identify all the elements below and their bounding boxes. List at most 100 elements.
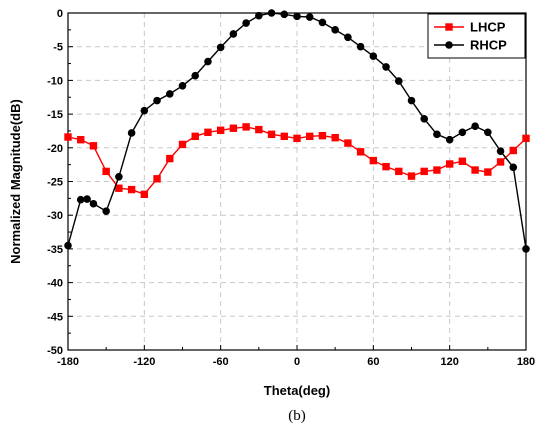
y-axis: 0 -5 -10 -15 -20 -25 -30 -35 -40 -45 -50 [47, 8, 73, 357]
y-tick-label: -20 [47, 143, 63, 155]
lhcp-point [153, 175, 161, 183]
y-tick-label: -40 [47, 278, 63, 290]
rhcp-point [280, 10, 289, 19]
legend: LHCP RHCP [427, 13, 526, 59]
y-tick-label: -45 [47, 311, 63, 323]
rhcp-point [102, 207, 110, 215]
lhcp-point [178, 140, 187, 149]
lhcp-point [318, 131, 327, 140]
rhcp-point [496, 147, 505, 155]
rhcp-point [255, 11, 263, 20]
rhcp-point [522, 245, 530, 253]
x-tick-label: -120 [133, 356, 155, 368]
rhcp-point [140, 106, 149, 115]
x-tick-label: 180 [517, 356, 535, 368]
y-tick-label: -15 [47, 109, 63, 121]
rhcp-point [445, 135, 454, 144]
rhcp-point [509, 163, 518, 172]
y-tick-label: -30 [47, 210, 63, 222]
x-tick-label: 0 [294, 356, 300, 368]
x-tick-label: 60 [367, 356, 379, 368]
rhcp-point [191, 71, 200, 80]
rhcp-point [242, 19, 250, 27]
lhcp-point [382, 162, 390, 171]
rhcp-point [394, 77, 403, 85]
rhcp-point [127, 129, 136, 137]
figure-caption: (b) [288, 408, 306, 424]
lhcp-point [420, 167, 428, 176]
legend-entry-lhcp: LHCP [434, 20, 506, 35]
rhcp-point [267, 9, 276, 17]
lhcp-point [496, 158, 505, 166]
rhcp-point [165, 90, 174, 98]
rhcp-point [420, 115, 429, 123]
x-tick-label: 120 [440, 356, 458, 368]
y-tick-label: -35 [47, 244, 63, 256]
legend-entry-rhcp: RHCP [434, 38, 507, 53]
lhcp-point [242, 123, 250, 131]
lhcp-point [267, 130, 276, 139]
lhcp-point [306, 132, 314, 141]
lhcp-point [471, 166, 479, 174]
legend-label: RHCP [470, 38, 507, 53]
rhcp-point [153, 96, 161, 105]
rhcp-point [356, 42, 365, 51]
series-layer [64, 9, 530, 253]
rhcp-point [178, 81, 187, 90]
x-tick-label: -60 [213, 356, 229, 368]
lhcp-point [484, 168, 492, 176]
lhcp-point [344, 139, 352, 147]
lhcp-point [356, 148, 365, 156]
x-tick-label: -180 [57, 356, 79, 368]
legend-swatch-marker [445, 23, 453, 31]
legend-swatch-marker [445, 41, 453, 49]
legend-box [427, 13, 526, 59]
rhcp-point [83, 195, 91, 203]
lhcp-point [216, 126, 225, 134]
rhcp-point [64, 241, 72, 250]
rhcp-point [305, 13, 314, 21]
lhcp-point [191, 132, 199, 141]
lhcp-point [77, 136, 85, 144]
rhcp-point [318, 18, 327, 27]
lhcp-point [407, 172, 416, 180]
rhcp-point [115, 172, 123, 181]
rhcp-point [89, 199, 98, 208]
rhcp-point [331, 26, 339, 34]
lhcp-point [64, 133, 72, 141]
rhcp-point [458, 128, 467, 137]
lhcp-point [127, 185, 136, 194]
rhcp-point [433, 130, 441, 139]
rhcp-point [484, 128, 492, 137]
legend-label: LHCP [470, 20, 506, 35]
rhcp-point [471, 122, 479, 131]
lhcp-point [89, 142, 98, 150]
y-tick-label: -50 [47, 345, 63, 357]
x-axis-title: Theta(deg) [264, 383, 330, 398]
lhcp-point [293, 134, 301, 143]
lhcp-point [140, 190, 149, 199]
rhcp-point [382, 63, 390, 71]
lhcp-point [331, 133, 339, 142]
lhcp-point [204, 128, 212, 136]
lhcp-point [115, 184, 123, 192]
y-tick-label: -10 [47, 75, 63, 87]
lhcp-point [509, 146, 517, 155]
lhcp-point [280, 132, 288, 141]
y-tick-label: -5 [53, 42, 63, 54]
rhcp-point [229, 30, 238, 38]
lhcp-point [445, 160, 454, 168]
series-rhcp [64, 9, 530, 253]
rhcp-point [369, 52, 378, 60]
rhcp-point [407, 96, 416, 105]
lhcp-point [433, 166, 441, 174]
lhcp-point [229, 124, 238, 132]
lhcp-point [458, 157, 467, 165]
rhcp-point [76, 195, 85, 204]
series-lhcp [64, 123, 530, 199]
y-tick-label: -25 [47, 177, 63, 189]
rhcp-point [216, 43, 225, 52]
grid [68, 13, 526, 350]
x-axis: -180 -120 -60 0 60 120 180 [57, 345, 535, 368]
rhcp-point [293, 12, 301, 21]
